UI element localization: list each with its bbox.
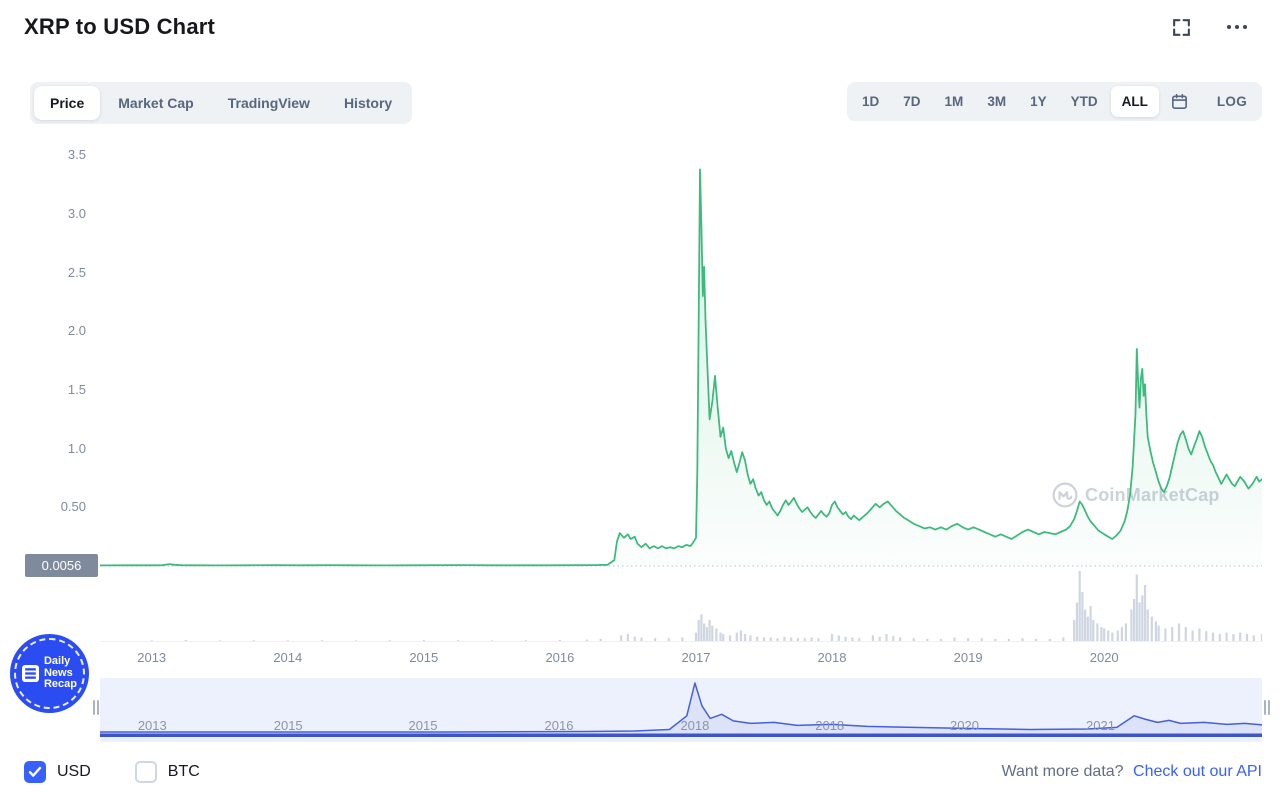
price-chart-svg[interactable]: 2013 2014 2015 2016 2017 2018 2019 2020 (100, 145, 1262, 667)
navigator-labels: 2013 2015 2015 2016 2018 2018 2020 2021 (138, 718, 1115, 733)
check-icon (28, 766, 42, 777)
usd-checkbox[interactable] (24, 761, 46, 783)
svg-text:2018: 2018 (815, 718, 844, 733)
calendar-button[interactable] (1161, 86, 1198, 117)
y-tick-label: 3.5 (67, 147, 86, 163)
coinmarketcap-logo-icon (1052, 482, 1078, 508)
svg-text:2016: 2016 (545, 718, 574, 733)
baseline-price-badge: 0.0056 (25, 554, 98, 577)
range-1d[interactable]: 1D (851, 86, 890, 117)
svg-text:2018: 2018 (818, 650, 847, 665)
tab-tradingview[interactable]: TradingView (212, 86, 326, 120)
dashed-ring (14, 638, 85, 709)
y-tick-label: 2.5 (67, 264, 86, 280)
fullscreen-icon (1173, 18, 1190, 36)
y-tick-label: 1.5 (67, 382, 86, 397)
svg-text:2020: 2020 (950, 718, 979, 733)
api-cta: Want more data? Check out our API (1001, 763, 1262, 781)
more-options-button[interactable] (1224, 21, 1250, 33)
daily-news-recap-button[interactable]: Daily News Recap (10, 634, 89, 713)
tab-price[interactable]: Price (34, 86, 101, 120)
page-header: XRP to USD Chart (24, 14, 1250, 40)
tab-history[interactable]: History (328, 86, 408, 120)
navigator-baseline (100, 733, 1262, 737)
range-controls: 1D 7D 1M 3M 1Y YTD ALL LOG (847, 82, 1262, 121)
navigator-line (100, 682, 1262, 733)
y-tick-label: 0.50 (60, 499, 86, 515)
range-3m[interactable]: 3M (976, 86, 1017, 117)
svg-text:2015: 2015 (409, 650, 438, 665)
svg-text:2013: 2013 (138, 718, 167, 733)
header-actions (1169, 15, 1250, 40)
range-ytd[interactable]: YTD (1060, 86, 1109, 117)
btc-label: BTC (167, 763, 200, 780)
chart-toolbar: Price Market Cap TradingView History 1D … (30, 82, 1262, 124)
calendar-icon (1171, 93, 1187, 109)
svg-text:2015: 2015 (409, 718, 438, 733)
svg-text:2020: 2020 (1090, 650, 1119, 665)
price-chart-canvas[interactable]: CoinMarketCap 20132014201520162017201820… (100, 145, 1262, 667)
chart-type-tabs: Price Market Cap TradingView History (30, 82, 413, 124)
svg-text:2018: 2018 (680, 718, 709, 733)
volume-bars (150, 571, 1262, 641)
svg-text:2014: 2014 (273, 650, 302, 665)
range-1y[interactable]: 1Y (1019, 86, 1058, 117)
usd-label: USD (57, 763, 91, 780)
ellipsis-icon (1227, 25, 1247, 29)
navigator-svg[interactable]: 2013 2015 2015 2016 2018 2018 2020 2021 (100, 678, 1262, 742)
navigator-area (100, 683, 1262, 734)
price-line (100, 168, 1262, 567)
y-tick-label: 1.0 (67, 440, 86, 456)
svg-text:2019: 2019 (954, 650, 983, 665)
api-link[interactable]: Check out our API (1133, 763, 1262, 780)
y-tick-label: 2.0 (67, 323, 86, 339)
svg-text:2015: 2015 (274, 718, 303, 733)
range-7d[interactable]: 7D (892, 86, 931, 117)
fullscreen-button[interactable] (1169, 15, 1194, 40)
currency-usd-toggle[interactable]: USD (24, 761, 91, 783)
range-all[interactable]: ALL (1110, 86, 1159, 117)
range-1m[interactable]: 1M (934, 86, 975, 117)
chart-footer: USD BTC Want more data? Check out our AP… (24, 754, 1262, 790)
chart-navigator[interactable]: 2013 2015 2015 2016 2018 2018 2020 2021 (93, 678, 1270, 742)
svg-text:2017: 2017 (682, 650, 711, 665)
svg-text:2016: 2016 (545, 650, 574, 665)
page-title: XRP to USD Chart (24, 14, 216, 39)
tab-market-cap[interactable]: Market Cap (102, 86, 209, 120)
log-scale-toggle[interactable]: LOG (1206, 86, 1258, 117)
navigator-right-handle[interactable] (1262, 700, 1272, 715)
cta-text: Want more data? (1001, 763, 1124, 780)
svg-text:2021: 2021 (1086, 718, 1115, 733)
btc-checkbox[interactable] (134, 761, 157, 783)
price-area (100, 169, 1262, 566)
currency-btc-toggle[interactable]: BTC (134, 761, 200, 783)
currency-toggles: USD BTC (24, 761, 200, 783)
y-axis: 3.5 3.0 2.5 2.0 1.5 1.0 0.50 (0, 145, 86, 575)
y-tick-label: 3.0 (67, 206, 86, 221)
navigator-left-handle[interactable] (91, 700, 101, 715)
svg-text:2013: 2013 (137, 650, 166, 665)
x-axis-labels: 2013 2014 2015 2016 2017 2018 2019 2020 (137, 650, 1118, 665)
